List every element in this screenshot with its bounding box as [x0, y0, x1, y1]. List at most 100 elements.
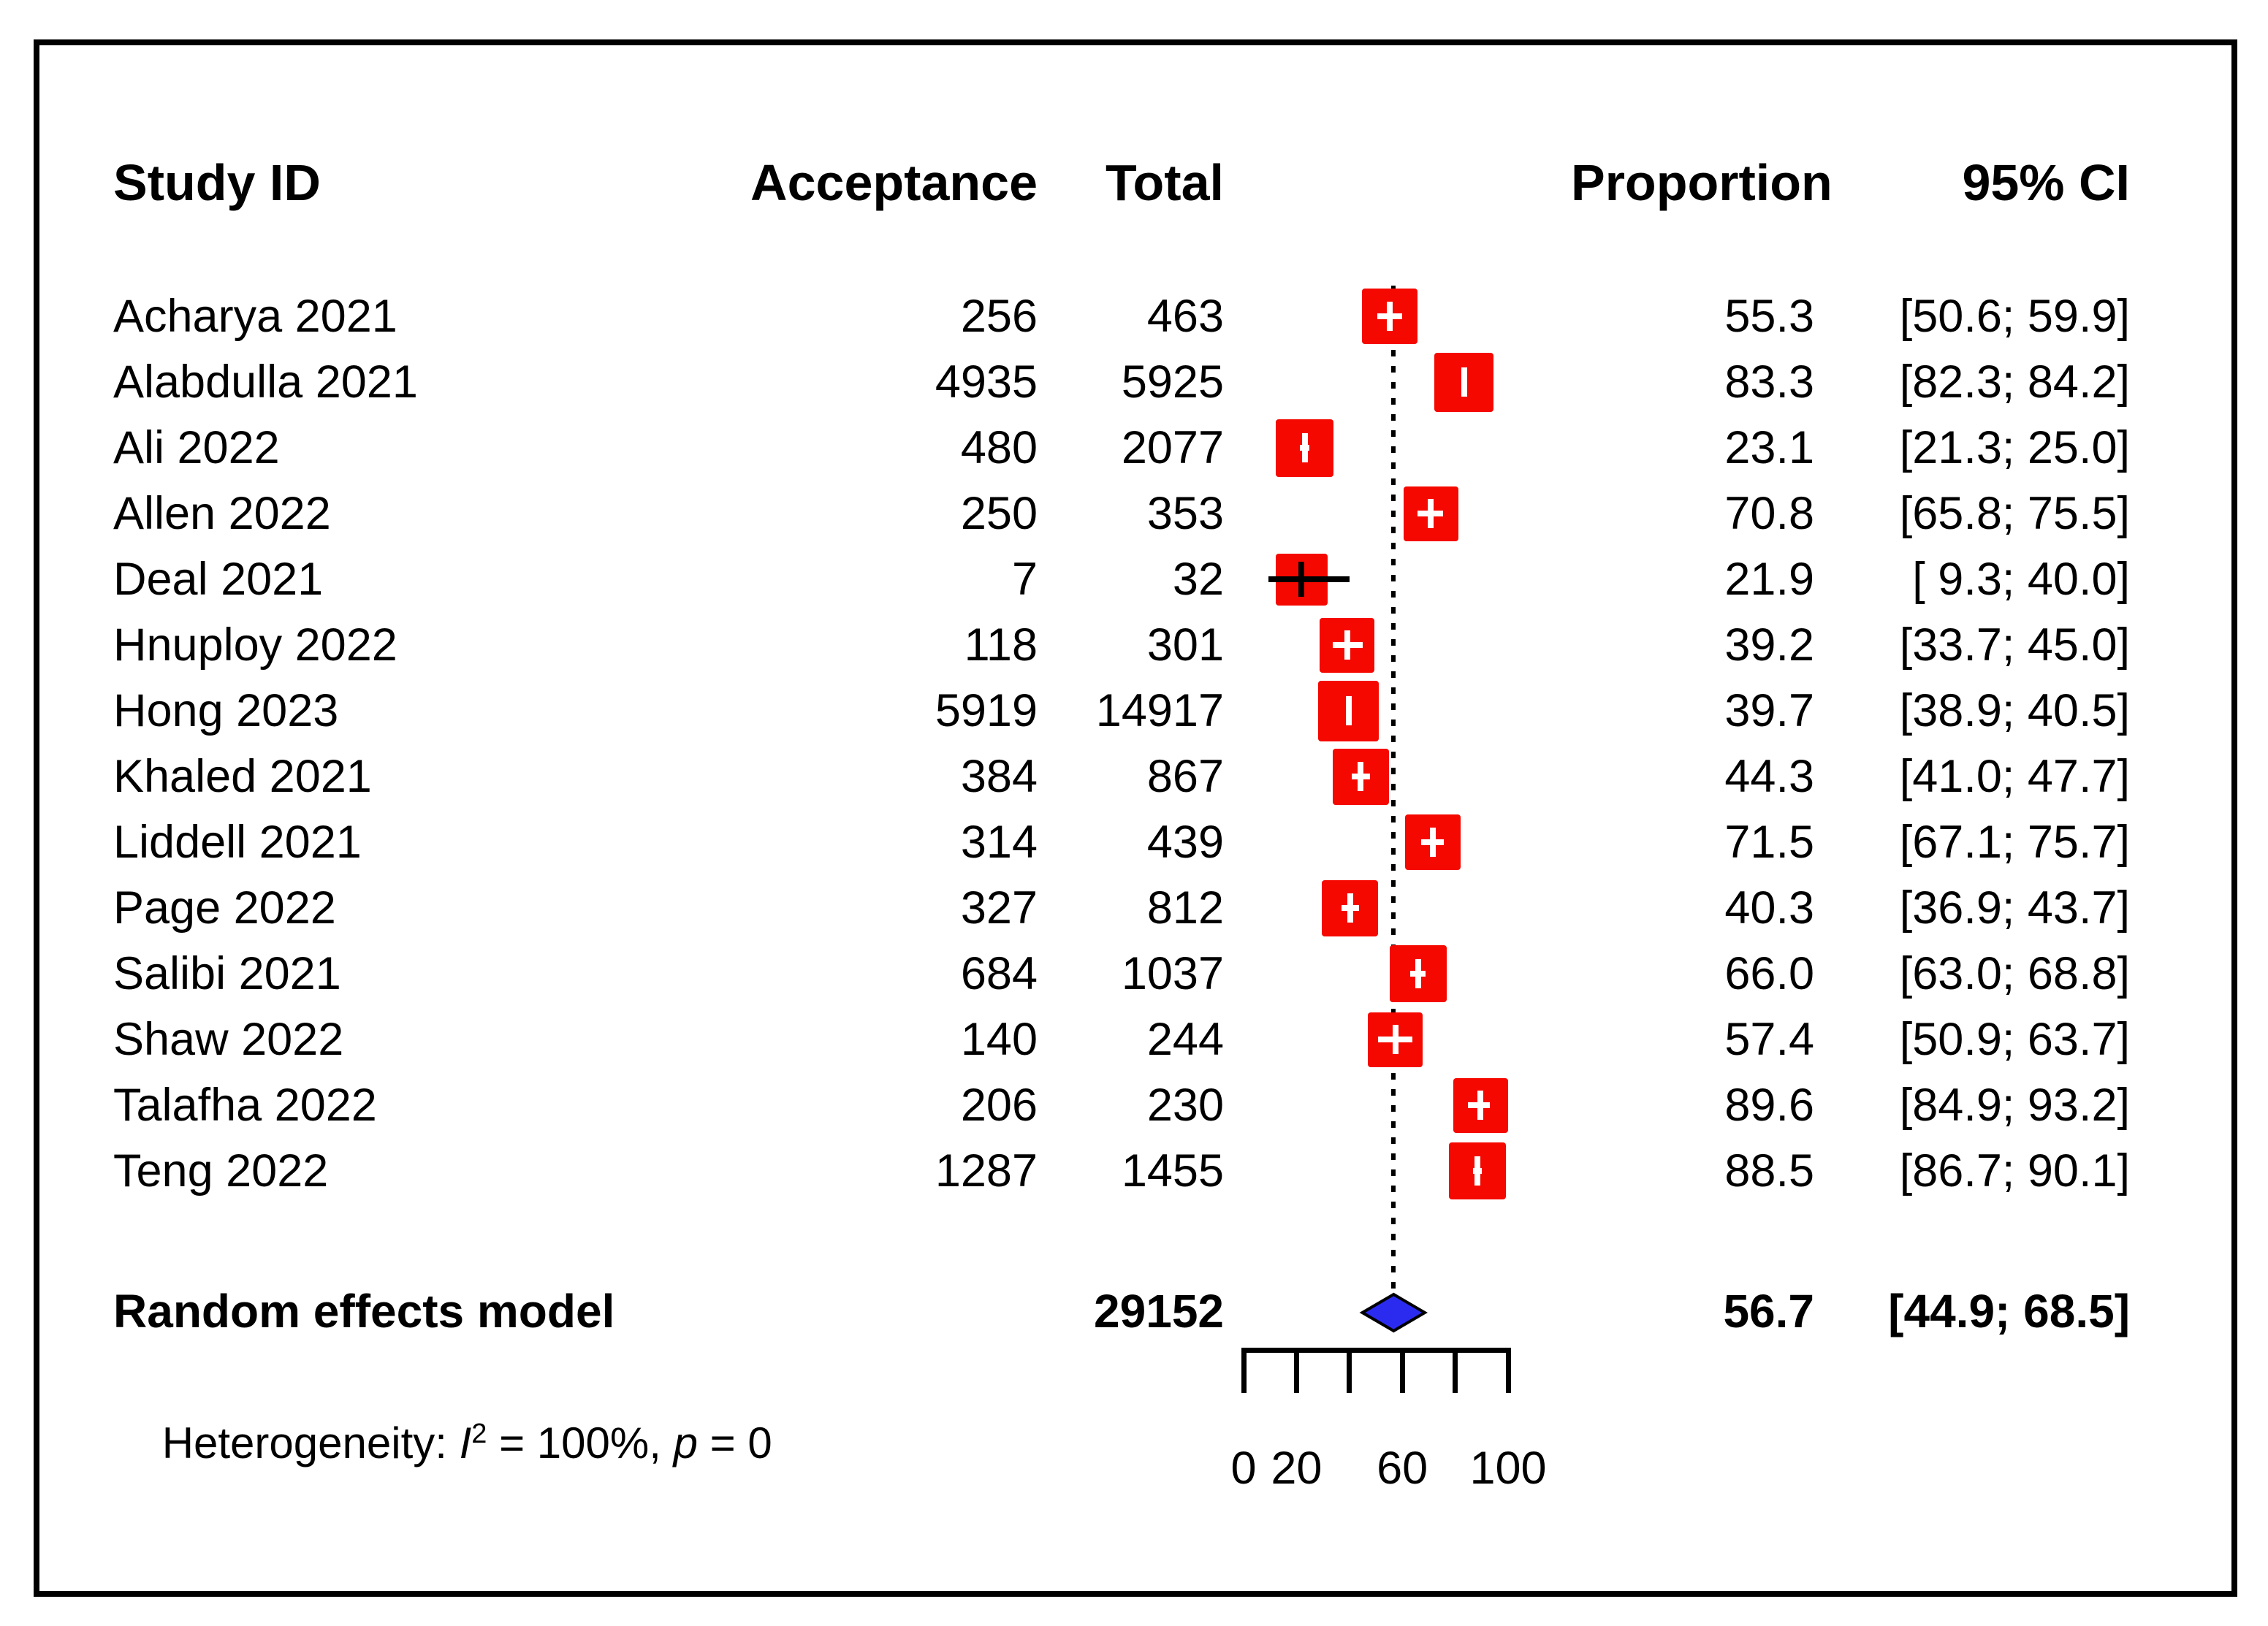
x-axis-tick-label: 60: [1377, 1443, 1428, 1494]
proportion-value: 55.3: [1724, 291, 1814, 342]
ci-value: [33.7; 45.0]: [1899, 619, 2130, 671]
study-label: Hnuploy 2022: [113, 619, 397, 671]
figure-border: [34, 39, 2237, 1597]
estimate-tick: [1429, 828, 1436, 857]
estimate-tick: [1344, 630, 1350, 660]
proportion-value: 21.9: [1724, 554, 1814, 605]
ci-value: [38.9; 40.5]: [1899, 685, 2130, 736]
estimate-tick: [1428, 499, 1434, 528]
estimate-tick: [1392, 1025, 1399, 1054]
acceptance-value: 684: [960, 948, 1038, 999]
acceptance-value: 256: [960, 291, 1038, 342]
total-value: 301: [1146, 619, 1224, 671]
total-value: 463: [1146, 291, 1224, 342]
study-label: Talafha 2022: [113, 1080, 377, 1131]
estimate-tick: [1461, 367, 1467, 397]
column-header-total: Total: [1105, 154, 1224, 211]
x-axis-tick-label: 0: [1230, 1443, 1257, 1494]
x-axis-tick: [1453, 1348, 1458, 1393]
acceptance-value: 1287: [935, 1145, 1038, 1196]
x-axis-tick-label: 100: [1469, 1443, 1547, 1494]
acceptance-value: 206: [960, 1080, 1038, 1131]
proportion-value: 44.3: [1724, 751, 1814, 802]
proportion-value: 70.8: [1724, 488, 1814, 539]
ci-value: [36.9; 43.7]: [1899, 882, 2130, 934]
study-label: Shaw 2022: [113, 1014, 344, 1065]
study-label: Page 2022: [113, 882, 336, 934]
pooled-label: Random effects model: [113, 1285, 615, 1337]
estimate-tick: [1298, 562, 1305, 597]
proportion-value: 39.2: [1724, 619, 1814, 671]
study-label: Khaled 2021: [113, 751, 372, 802]
column-header-proportion: Proportion: [1571, 154, 1833, 211]
ci-value: [65.8; 75.5]: [1899, 488, 2130, 539]
estimate-tick: [1358, 762, 1364, 791]
column-header-acceptance: Acceptance: [750, 154, 1038, 211]
estimate-tick: [1347, 893, 1353, 923]
study-label: Ali 2022: [113, 422, 280, 473]
x-axis-tick: [1293, 1348, 1299, 1393]
column-header-study-id: Study ID: [113, 154, 321, 211]
study-label: Deal 2021: [113, 554, 324, 605]
x-axis-tick: [1241, 1348, 1247, 1393]
proportion-value: 83.3: [1724, 356, 1814, 408]
x-axis-tick: [1399, 1348, 1405, 1393]
estimate-tick: [1415, 959, 1421, 988]
x-axis-tick-label: 20: [1271, 1443, 1323, 1494]
total-value: 812: [1146, 882, 1224, 934]
total-value: 230: [1146, 1080, 1224, 1131]
total-value: 353: [1146, 488, 1224, 539]
i-squared-exponent: 2: [471, 1419, 487, 1449]
pooled-proportion: 56.7: [1723, 1285, 1814, 1337]
ci-value: [ 9.3; 40.0]: [1912, 554, 2130, 605]
ci-value: [21.3; 25.0]: [1899, 422, 2130, 473]
proportion-value: 89.6: [1724, 1080, 1814, 1131]
heterogeneity-prefix: Heterogeneity:: [161, 1419, 460, 1467]
study-label: Hong 2023: [113, 685, 339, 736]
total-value: 244: [1146, 1014, 1224, 1065]
total-value: 1455: [1121, 1145, 1224, 1196]
heterogeneity-text: Heterogeneity: I2 = 100%, p = 0: [113, 1360, 1209, 1467]
x-axis-tick: [1505, 1348, 1511, 1393]
acceptance-value: 4935: [935, 356, 1038, 408]
x-axis-tick: [1347, 1348, 1352, 1393]
proportion-value: 66.0: [1724, 948, 1814, 999]
estimate-tick: [1474, 1156, 1481, 1186]
ci-value: [50.6; 59.9]: [1899, 291, 2130, 342]
acceptance-value: 118: [964, 619, 1038, 671]
estimate-tick: [1345, 696, 1352, 725]
acceptance-value: 7: [1011, 554, 1038, 605]
proportion-value: 88.5: [1724, 1145, 1814, 1196]
study-label: Liddell 2021: [113, 817, 362, 868]
study-label: Alabdulla 2021: [113, 356, 418, 408]
proportion-value: 57.4: [1724, 1014, 1814, 1065]
acceptance-value: 140: [960, 1014, 1038, 1065]
total-value: 5925: [1121, 356, 1224, 408]
acceptance-value: 5919: [935, 685, 1038, 736]
x-axis-line: [1241, 1348, 1510, 1353]
ci-value: [86.7; 90.1]: [1899, 1145, 2130, 1196]
ci-value: [41.0; 47.7]: [1899, 751, 2130, 802]
acceptance-value: 480: [960, 422, 1038, 473]
acceptance-value: 250: [960, 488, 1038, 539]
proportion-value: 23.1: [1724, 422, 1814, 473]
pooled-total: 29152: [1094, 1285, 1224, 1337]
acceptance-value: 327: [960, 882, 1038, 934]
acceptance-value: 384: [960, 751, 1038, 802]
ci-value: [82.3; 84.2]: [1899, 356, 2130, 408]
pooled-reference-line: [1391, 286, 1396, 1293]
estimate-tick: [1301, 433, 1308, 462]
p-symbol: p: [673, 1419, 698, 1467]
pooled-ci: [44.9; 68.5]: [1888, 1285, 2130, 1337]
ci-value: [67.1; 75.7]: [1899, 817, 2130, 868]
ci-value: [50.9; 63.7]: [1899, 1014, 2130, 1065]
ci-value: [63.0; 68.8]: [1899, 948, 2130, 999]
study-label: Allen 2022: [113, 488, 331, 539]
p-value: = 0: [697, 1419, 772, 1467]
total-value: 867: [1146, 751, 1224, 802]
estimate-tick: [1387, 302, 1393, 331]
study-label: Acharya 2021: [113, 291, 397, 342]
study-label: Teng 2022: [113, 1145, 329, 1196]
total-value: 1037: [1121, 948, 1224, 999]
